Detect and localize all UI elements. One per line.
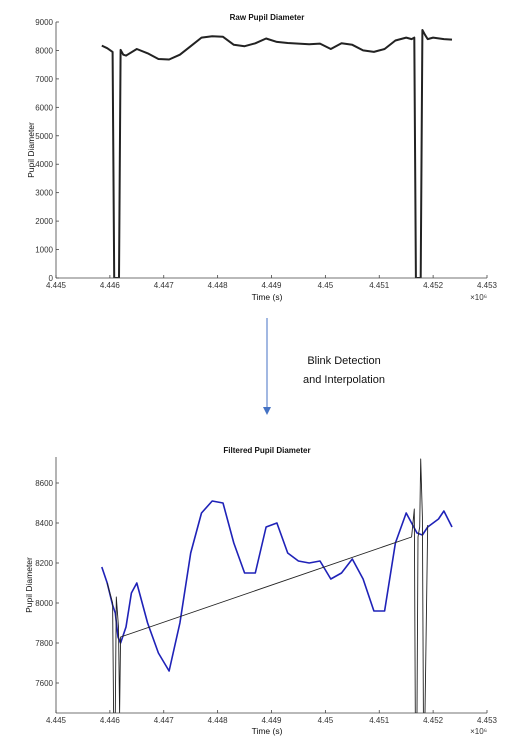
y-tick-label: 1000	[35, 246, 53, 255]
x-tick-label: 4.447	[154, 281, 175, 290]
y-tick-label: 8000	[35, 46, 53, 55]
series-line	[106, 458, 429, 713]
raw-pupil-chart: Raw Pupil Diameter 4.445 4.446 4.447 4.448 4…	[26, 13, 498, 302]
x-tick-label: 4.445	[46, 281, 67, 290]
x-tick-label: 4.452	[423, 281, 444, 290]
series-line	[101, 500, 453, 672]
chart-title: Raw Pupil Diameter	[230, 13, 305, 22]
y-tick-label: 0	[49, 274, 54, 283]
series-layer	[101, 29, 453, 278]
x-axis-multiplier: ×10⁶	[470, 293, 487, 302]
x-axis-multiplier: ×10⁶	[470, 727, 487, 736]
y-tick-label: 2000	[35, 217, 53, 226]
arrow-head-icon	[263, 407, 271, 415]
x-tick-label: 4.446	[100, 716, 121, 725]
y-tick-label: 7000	[35, 75, 53, 84]
x-tick-label: 4.446	[100, 281, 121, 290]
x-tick-label: 4.447	[154, 716, 175, 725]
y-tick-label: 9000	[35, 18, 53, 27]
y-tick-label: 7800	[35, 639, 53, 648]
filtered-pupil-chart: Filtered Pupil Diameter 4.445 4.446 4.447 4…	[24, 446, 498, 736]
y-tick-label: 8400	[35, 519, 53, 528]
x-tick-label: 4.449	[261, 716, 282, 725]
x-axis-label: Time (s)	[252, 726, 283, 736]
chart-title: Filtered Pupil Diameter	[223, 446, 310, 455]
x-tick-label: 4.45	[318, 281, 334, 290]
axes-layer: 4.445 4.446 4.447 4.448 4.449 4.45 4.451 4.452 4…	[35, 457, 498, 725]
y-tick-label: 6000	[35, 103, 53, 112]
annotation-line-2: and Interpolation	[303, 374, 385, 386]
y-tick-label: 4000	[35, 160, 53, 169]
x-tick-label: 4.449	[261, 281, 282, 290]
processing-arrow: Blink Detection and Interpolation	[263, 318, 385, 415]
y-tick-label: 8600	[35, 479, 53, 488]
x-tick-label: 4.453	[477, 716, 498, 725]
x-tick-label: 4.448	[208, 716, 229, 725]
series-line	[101, 29, 453, 278]
x-tick-label: 4.448	[208, 281, 229, 290]
x-tick-label: 4.445	[46, 716, 67, 725]
x-tick-label: 4.451	[369, 281, 390, 290]
y-tick-label: 5000	[35, 132, 53, 141]
series-layer	[101, 458, 453, 713]
axes-layer: 4.445 4.446 4.447 4.448 4.449 4.45 4.451 4.452 4…	[35, 18, 497, 290]
y-tick-label: 8000	[35, 599, 53, 608]
y-tick-label: 8200	[35, 559, 53, 568]
annotation-line-1: Blink Detection	[307, 355, 380, 367]
x-tick-label: 4.452	[423, 716, 444, 725]
y-tick-label: 7600	[35, 679, 53, 688]
x-tick-label: 4.453	[477, 281, 498, 290]
y-axis-label: Pupil Diameter	[26, 122, 36, 178]
x-tick-label: 4.451	[369, 716, 390, 725]
x-axis-label: Time (s)	[252, 292, 283, 302]
y-axis-label: Pupil Diameter	[24, 557, 34, 613]
x-tick-label: 4.45	[318, 716, 334, 725]
y-tick-label: 3000	[35, 189, 53, 198]
